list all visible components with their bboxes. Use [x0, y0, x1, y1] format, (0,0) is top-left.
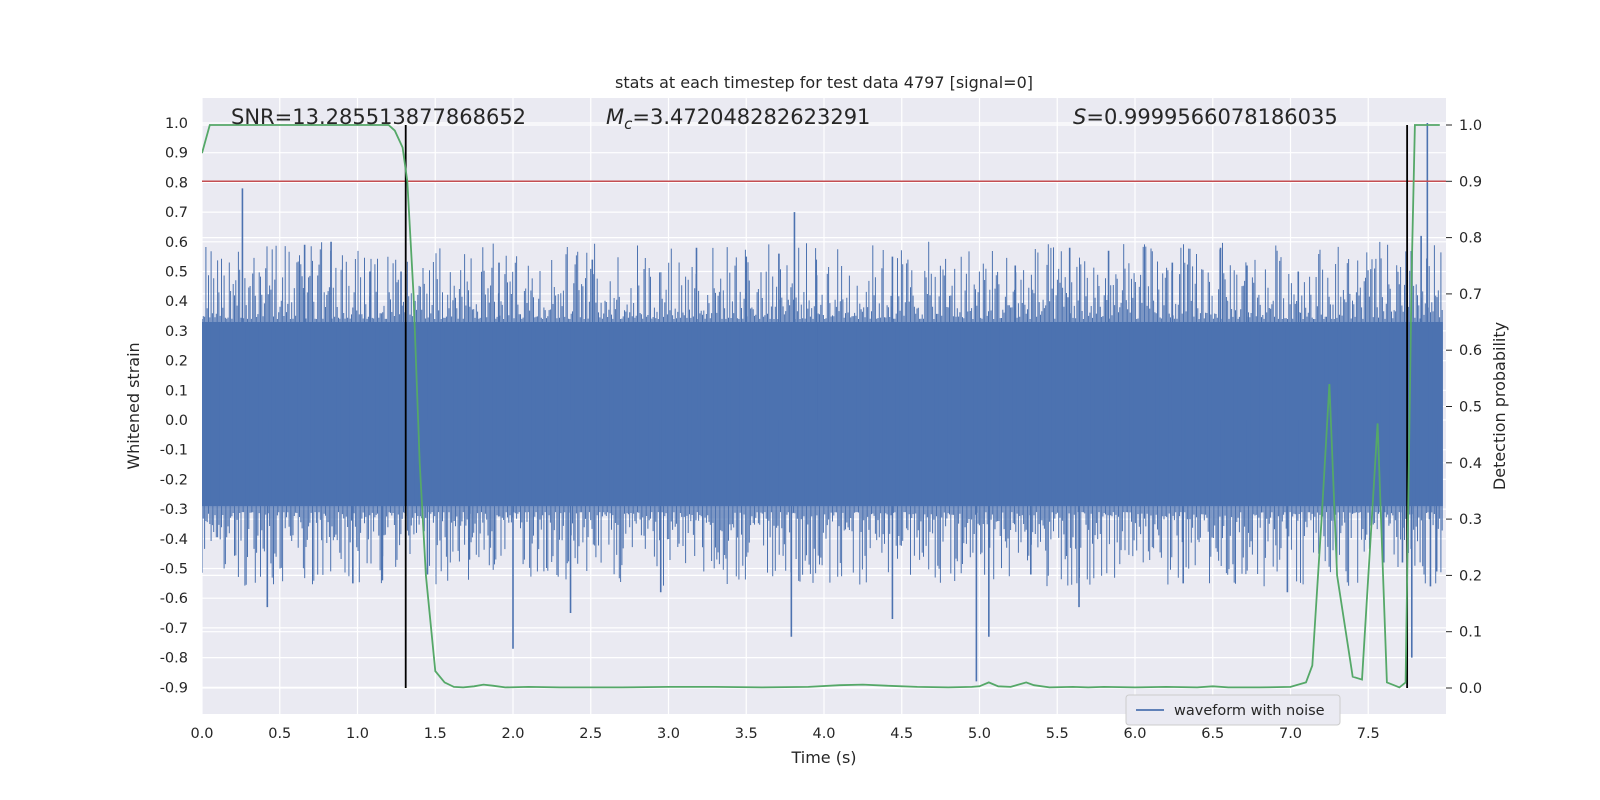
probability-line — [202, 124, 1440, 689]
x-tick-label: 2.0 — [501, 726, 524, 742]
chirp-mass-annotation: Mc=3.472048282623291 — [606, 105, 870, 133]
y-tick-label: -0.5 — [160, 562, 188, 578]
y-tick-label: -0.7 — [160, 621, 188, 637]
y-tick-label: 0.5 — [165, 265, 188, 281]
y2-tick-label: 0.3 — [1459, 512, 1482, 528]
y2-tick-label: 0.6 — [1459, 343, 1482, 359]
chirp-mass-value: =3.472048282623291 — [632, 105, 870, 129]
x-tick-label: 7.0 — [1279, 726, 1302, 742]
y2-tick-label: 0.4 — [1459, 456, 1482, 472]
chirp-mass-symbol: M — [606, 105, 624, 129]
y-tick-label: -0.2 — [160, 472, 188, 488]
x-tick-label: 3.5 — [735, 726, 758, 742]
x-tick-label: 4.0 — [812, 726, 835, 742]
x-tick-label: 1.0 — [346, 726, 369, 742]
y2-tick-label: 0.9 — [1459, 174, 1482, 190]
x-tick-label: 6.5 — [1201, 726, 1224, 742]
y2-tick-label: 0.2 — [1459, 568, 1482, 584]
score-symbol: S — [1073, 105, 1086, 129]
y-tick-label: 0.0 — [165, 413, 188, 429]
y-tick-label: -0.9 — [160, 680, 188, 696]
y2-tick-label: 0.5 — [1459, 400, 1482, 416]
y-tick-label: -0.1 — [160, 443, 188, 459]
y-tick-label: 0.4 — [165, 294, 188, 310]
y2-tick-label: 0.0 — [1459, 681, 1482, 697]
y-tick-label: 0.2 — [165, 354, 188, 370]
y-tick-label: 0.9 — [165, 146, 188, 162]
chirp-mass-subscript: c — [624, 115, 633, 133]
y-tick-label: 1.0 — [165, 116, 188, 132]
waveform-noise — [202, 241, 1443, 587]
chart-title: stats at each timestep for test data 479… — [615, 73, 1033, 92]
y-tick-label: 0.8 — [165, 175, 188, 191]
y-tick-label: -0.8 — [160, 651, 188, 667]
y-tick-label: -0.3 — [160, 502, 188, 518]
legend: waveform with noise — [1125, 694, 1341, 726]
x-tick-label: 0.0 — [190, 726, 213, 742]
x-tick-label: 0.5 — [268, 726, 291, 742]
y2-tick-label: 1.0 — [1459, 118, 1482, 134]
y-tick-label: 0.1 — [165, 383, 188, 399]
x-tick-label: 5.5 — [1046, 726, 1069, 742]
x-tick-label: 1.5 — [424, 726, 447, 742]
x-tick-label: 7.5 — [1357, 726, 1380, 742]
y-tick-label: 0.3 — [165, 324, 188, 340]
score-value: =0.9999566078186035 — [1086, 105, 1337, 129]
y-tick-label: -0.4 — [160, 532, 188, 548]
score-annotation: S=0.9999566078186035 — [1073, 105, 1338, 129]
x-tick-label: 5.0 — [968, 726, 991, 742]
snr-annotation: SNR=13.285513877868652 — [231, 105, 526, 129]
x-tick-label: 4.5 — [890, 726, 913, 742]
x-axis-label: Time (s) — [790, 748, 856, 767]
y2-axis-label: Detection probability — [1490, 322, 1509, 490]
y2-tick-label: 0.8 — [1459, 231, 1482, 247]
x-tick-label: 3.0 — [657, 726, 680, 742]
y-axis-label: Whitened strain — [124, 342, 143, 469]
y-tick-label: -0.6 — [160, 591, 188, 607]
x-tick-label: 6.0 — [1123, 726, 1146, 742]
y2-tick-label: 0.7 — [1459, 287, 1482, 303]
y-tick-label: 0.6 — [165, 235, 188, 251]
legend-box — [1125, 694, 1341, 726]
legend-label-waveform: waveform with noise — [1174, 703, 1325, 719]
y-tick-label: 0.7 — [165, 205, 188, 221]
x-tick-label: 2.5 — [579, 726, 602, 742]
y2-tick-label: 0.1 — [1459, 625, 1482, 641]
